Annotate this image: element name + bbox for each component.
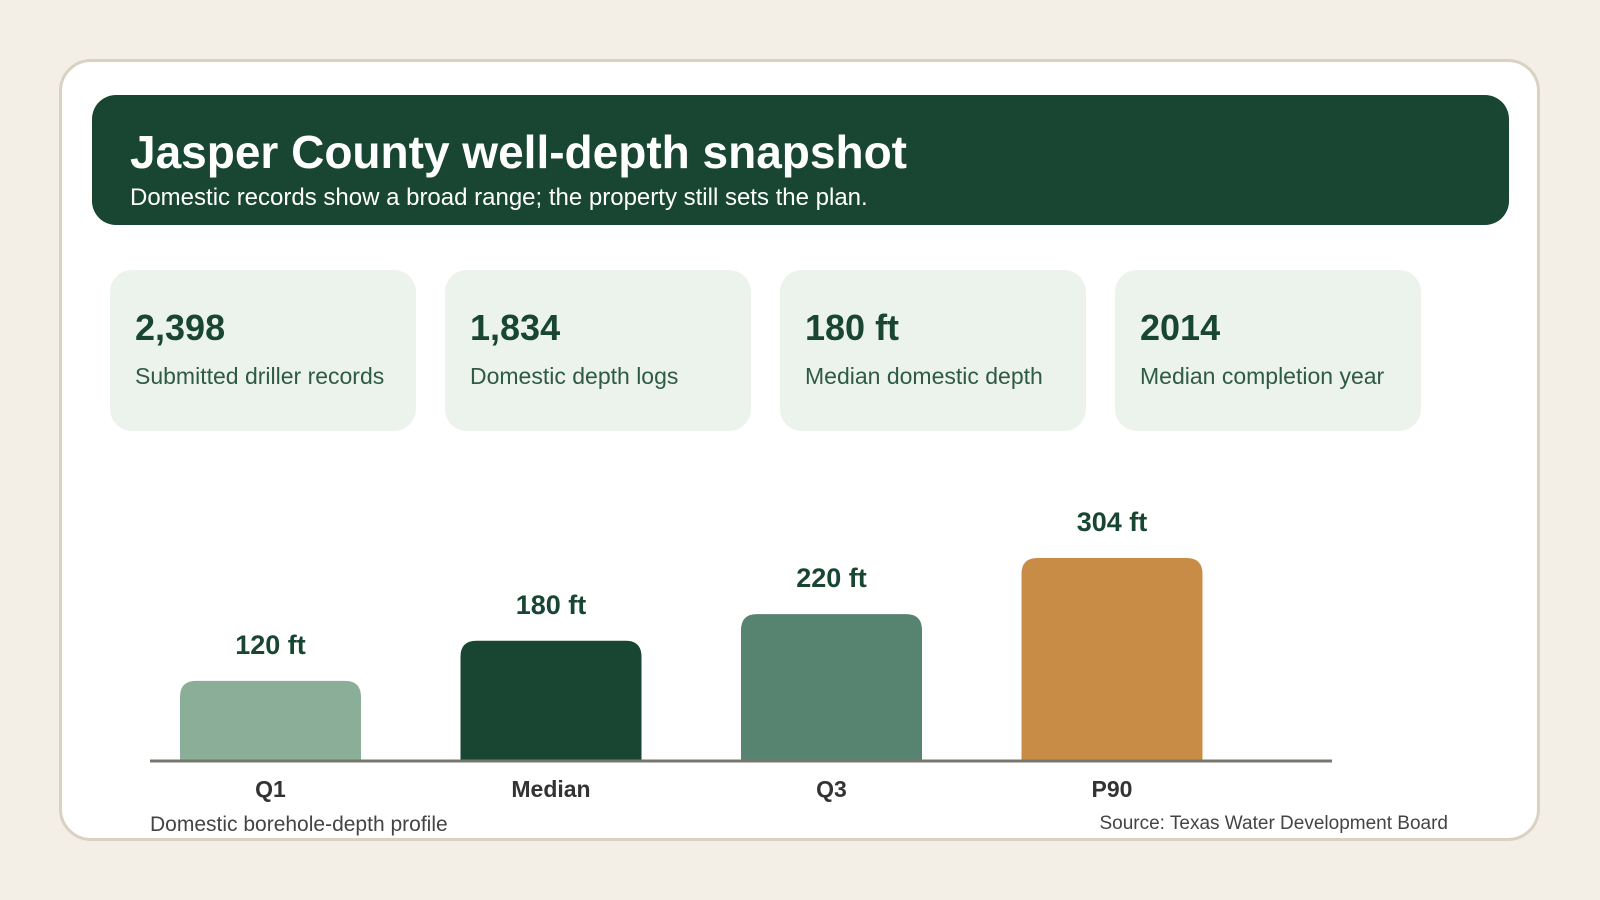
category-label: Median <box>511 776 590 802</box>
bar-q1 <box>180 680 361 761</box>
stat-label: Domestic depth logs <box>470 363 679 389</box>
stat-card-depth-logs: 1,834 Domestic depth logs <box>445 270 751 431</box>
stat-value: 1,834 <box>470 307 561 348</box>
stat-value: 2014 <box>1140 307 1221 348</box>
bar-q3 <box>741 614 922 761</box>
stat-value: 180 ft <box>805 307 900 348</box>
page-title: Jasper County well-depth snapshot <box>130 126 907 178</box>
stat-card-median-depth: 180 ft Median domestic depth <box>780 270 1086 431</box>
bar-median <box>460 640 642 761</box>
stat-label: Median domestic depth <box>805 363 1043 389</box>
stat-card-completion-year: 2014 Median completion year <box>1115 270 1421 431</box>
chart-caption: Domestic borehole-depth profile <box>150 813 448 836</box>
category-label: Q3 <box>816 776 847 802</box>
bar-value-label: 120 ft <box>235 630 306 660</box>
header-banner: Jasper County well-depth snapshot Domest… <box>92 95 1509 225</box>
stat-label: Submitted driller records <box>135 363 385 389</box>
page-subtitle: Domestic records show a broad range; the… <box>130 184 868 211</box>
category-label: P90 <box>1092 776 1133 802</box>
bar-p90 <box>1021 558 1203 761</box>
source-note: Source: Texas Water Development Board <box>1099 813 1448 834</box>
category-label: Q1 <box>255 776 286 802</box>
bar-value-label: 220 ft <box>796 563 867 593</box>
bar-value-label: 304 ft <box>1077 507 1148 537</box>
stat-label: Median completion year <box>1140 363 1385 389</box>
bar-value-label: 180 ft <box>516 590 587 620</box>
stat-card-driller-records: 2,398 Submitted driller records <box>110 270 416 431</box>
stat-value: 2,398 <box>135 307 226 348</box>
